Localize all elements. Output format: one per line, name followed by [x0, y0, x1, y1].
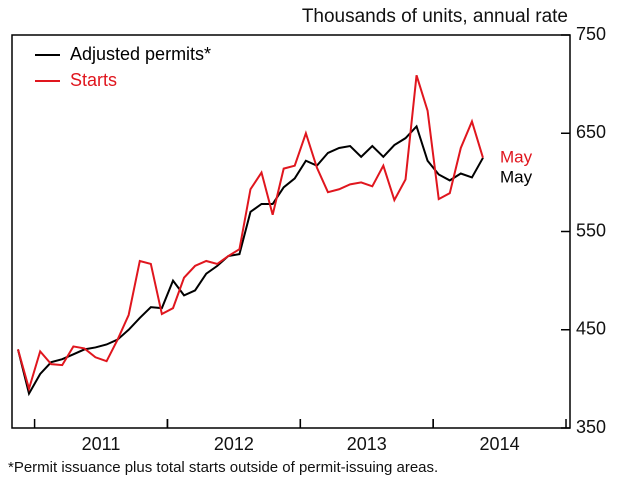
series-line — [17, 124, 484, 397]
end-label: May — [500, 147, 533, 166]
y-tick-label: 750 — [576, 24, 606, 44]
x-tick-label: 2011 — [82, 434, 121, 454]
series-line — [17, 74, 484, 393]
y-tick-label: 550 — [576, 220, 606, 240]
x-tick-label: 2014 — [480, 434, 520, 454]
y-tick-label: 350 — [576, 417, 606, 437]
plot-frame — [11, 34, 571, 429]
legend-label: Starts — [70, 70, 117, 90]
chart-title: Thousands of units, annual rate — [302, 6, 568, 27]
legend-label: Adjusted permits* — [70, 44, 211, 64]
y-tick-label: 450 — [576, 319, 606, 339]
footnote: *Permit issuance plus total starts outsi… — [8, 459, 438, 476]
x-tick-label: 2012 — [214, 434, 254, 454]
y-tick-label: 650 — [576, 122, 606, 142]
end-label: May — [500, 167, 533, 186]
x-tick-label: 2013 — [347, 434, 387, 454]
